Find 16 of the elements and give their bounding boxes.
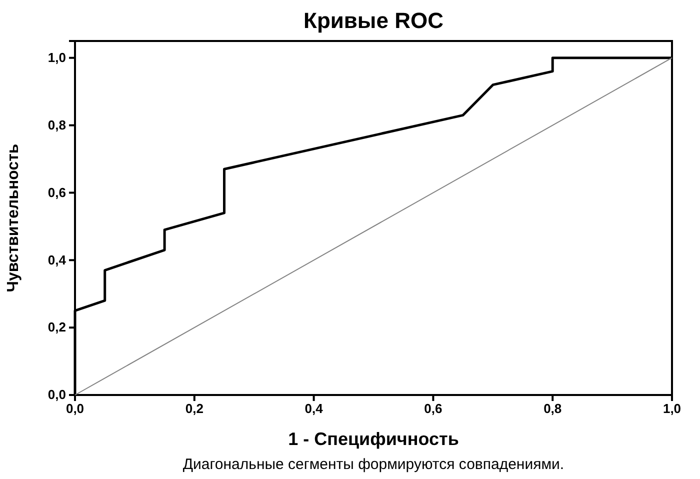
- x-tick-label: 0,4: [304, 401, 324, 416]
- y-axis-title: Чувствительность: [5, 144, 22, 292]
- x-tick-label: 0,6: [424, 401, 442, 416]
- x-tick-label: 0,2: [185, 401, 204, 416]
- x-tick-label: 0,8: [544, 401, 562, 416]
- y-tick-label: 0,6: [48, 184, 66, 200]
- y-tick-label: 0,4: [48, 252, 67, 268]
- y-tick-label: 1,0: [48, 50, 66, 66]
- text: Диагональные сегменты формируются совпадениями.: [182, 456, 564, 473]
- y-tick-label: 0,0: [48, 387, 66, 402]
- y-tick-label: 0,8: [48, 117, 66, 132]
- y-tick-label: 0,2: [48, 320, 66, 335]
- x-axis-title: 1 - Специфичность: [288, 429, 459, 449]
- chart-title: Кривые ROC: [304, 8, 444, 33]
- x-tick-label: 1,0: [662, 401, 682, 416]
- x-tick-label: 0,0: [66, 401, 84, 416]
